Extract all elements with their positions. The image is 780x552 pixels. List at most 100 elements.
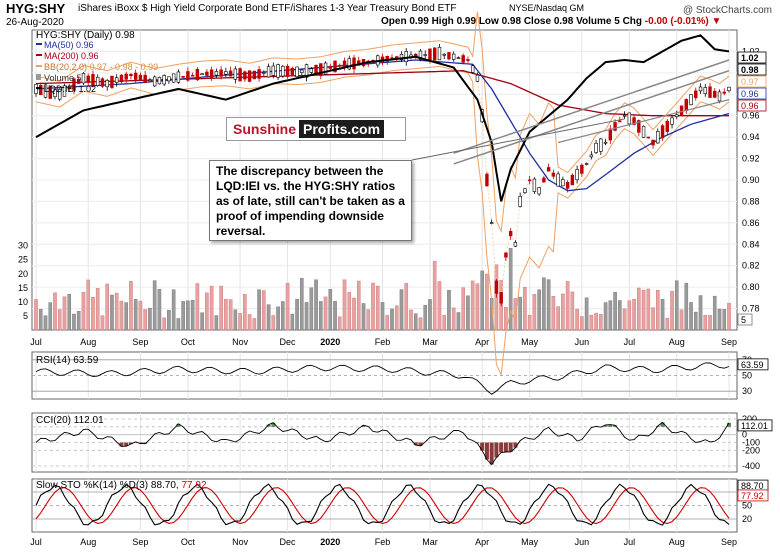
volume-bar — [337, 316, 342, 331]
sto-value-box — [737, 489, 769, 502]
candle-body — [271, 65, 276, 76]
volume-bar — [124, 302, 128, 331]
candle-body — [309, 68, 314, 73]
x-tick-label-bottom: May — [521, 537, 539, 547]
right-value-tag: 0.96 — [737, 87, 767, 100]
volume-bar — [295, 298, 299, 331]
candle-body — [319, 63, 323, 77]
x-tick-label: Jul — [624, 337, 636, 347]
candle-body — [200, 73, 204, 76]
cci-tick-label: 200 — [742, 414, 757, 424]
candle-body — [575, 169, 579, 181]
volume-bar — [62, 296, 67, 331]
candle-body — [148, 79, 152, 82]
volume-bar — [186, 300, 190, 331]
candle-body — [110, 75, 114, 88]
candle-body — [508, 230, 513, 237]
price-tick-label: 0.84 — [742, 239, 760, 249]
candle-body — [62, 85, 67, 97]
legend-bb-label: BB(20,2.0) — [44, 62, 87, 72]
candle-body — [727, 86, 731, 91]
legend-bb: BB(20,2.0) 0.97 - 0.98 - 0.99 — [44, 62, 158, 72]
legend-volume: Volume 5 — [44, 73, 82, 83]
right-value-tag: 1.02 — [737, 51, 767, 64]
sto-legend: Slow STO %K(14) %D(3) 88.70, 77.92 — [36, 480, 207, 491]
volume-bar — [86, 279, 91, 331]
volume-bar — [200, 312, 204, 331]
x-tick-label-bottom: Dec — [280, 537, 297, 547]
x-tick-label-bottom: Apr — [475, 537, 489, 547]
candle-body — [190, 74, 195, 77]
candle-body — [328, 66, 332, 69]
candle-body — [418, 50, 423, 60]
x-tick-label-bottom: Oct — [181, 537, 196, 547]
volume-bar — [228, 299, 233, 331]
volume-bar — [48, 302, 53, 331]
candle-body — [475, 74, 480, 82]
candle-body — [209, 69, 214, 78]
candle-body — [708, 86, 712, 98]
candle-body — [570, 174, 575, 186]
candle-body — [233, 68, 238, 80]
candle-body — [219, 69, 223, 77]
x-tick-label-bottom: Jul — [624, 537, 636, 547]
volume-bar — [100, 315, 105, 331]
volume-bar — [67, 294, 72, 331]
x-tick-label: Aug — [80, 337, 96, 347]
volume-bar — [342, 279, 347, 331]
candle-body — [456, 57, 461, 60]
volume-bar — [53, 292, 57, 331]
candle-body — [281, 65, 285, 77]
price-tick-label: 0.82 — [742, 261, 760, 271]
rsi-legend-name: RSI(14) — [36, 355, 70, 366]
volume-bar — [580, 316, 584, 331]
rsi-panel-frame — [31, 351, 738, 400]
candle-body — [489, 222, 494, 224]
volume-bar — [38, 308, 43, 331]
sto-legend-d-value: 77.92 — [181, 480, 206, 491]
candle-body — [694, 90, 698, 99]
candle-body — [238, 68, 242, 82]
sto-tick-label: 50 — [742, 501, 752, 511]
candle-body — [646, 136, 651, 139]
volume-bar — [565, 281, 570, 331]
candle-body — [43, 84, 48, 98]
sto-legend-d-label: %D(3) — [120, 480, 148, 491]
volume-bar — [674, 280, 679, 331]
candle-body — [323, 62, 328, 75]
sto-value-label: 88.70 — [741, 481, 764, 491]
volume-tick-label: 15 — [18, 283, 28, 293]
volume-bar — [314, 279, 318, 331]
volume-bar — [328, 288, 333, 331]
volume-bar — [224, 299, 228, 331]
volume-bar — [594, 312, 598, 331]
indicator-legends: RSI(14) 63.59 CCI(20) 112.01 Slow STO %K… — [36, 355, 207, 491]
cci-legend-value: 112.01 — [74, 415, 104, 426]
volume-bar — [532, 294, 537, 331]
volume-bar — [285, 282, 290, 331]
candle-body — [48, 85, 52, 99]
candle-body — [276, 64, 280, 78]
volume-bar — [542, 277, 546, 331]
right-value-box — [737, 63, 767, 76]
candle-body — [437, 47, 442, 61]
volume-bar — [603, 302, 608, 331]
volume-bar — [451, 307, 456, 331]
volume-bar — [428, 299, 432, 331]
candle-body — [333, 60, 337, 73]
volume-bar — [57, 309, 62, 331]
volume-bar — [366, 309, 371, 331]
candle-body — [565, 182, 570, 189]
x-tick-label: Jun — [575, 337, 590, 347]
volume-bar — [95, 288, 100, 331]
volume-bar — [518, 296, 522, 331]
candle-body — [651, 139, 655, 146]
candle-body — [385, 55, 389, 62]
price-tick-label: 0.80 — [742, 282, 760, 292]
volume-bar — [556, 306, 560, 331]
price-tick-label: 0.92 — [742, 154, 760, 164]
volume-bar — [290, 313, 295, 331]
candle-body — [224, 71, 228, 75]
candle-body — [537, 187, 541, 195]
